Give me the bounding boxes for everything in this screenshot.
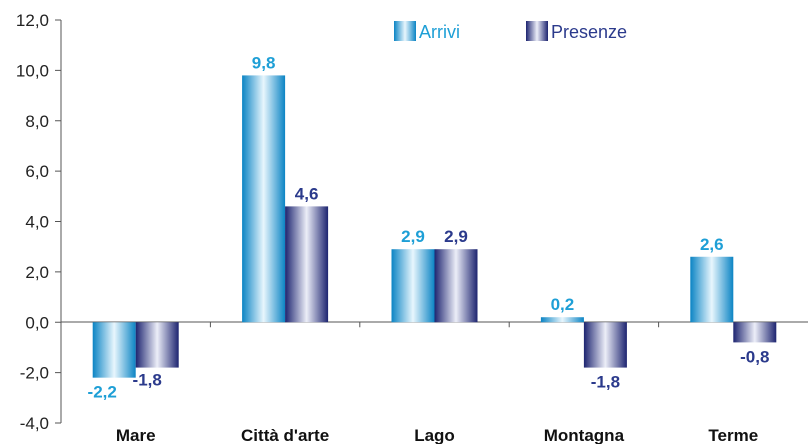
bar-presenze-1 (135, 322, 179, 368)
bar-presenze-2 (285, 206, 329, 323)
x-category-label: Lago (414, 426, 455, 444)
data-label-presenze-3: 2,9 (444, 227, 468, 246)
y-tick-label: 6,0 (25, 162, 49, 181)
bar-presenze-4 (583, 322, 627, 368)
bar-arrivi-4 (540, 317, 584, 323)
legend-label-arrivi: Arrivi (419, 22, 460, 42)
data-label-arrivi-4: 0,2 (551, 295, 575, 314)
data-label-presenze-4: -1,8 (591, 373, 620, 392)
x-category-label: Terme (708, 426, 758, 444)
x-category-label: Montagna (544, 426, 625, 444)
bars (92, 75, 777, 378)
y-axis-ticks: -4,0 -2,0 0,0 2,0 4,0 6,0 8,0 10,0 12,0 (16, 11, 61, 433)
y-tick-label: 12,0 (16, 11, 49, 30)
bar-arrivi-5 (690, 256, 734, 323)
data-label-arrivi-2: 9,8 (252, 53, 276, 72)
data-label-arrivi-1: -2,2 (88, 383, 117, 402)
data-label-presenze-1: -1,8 (133, 371, 162, 390)
y-tick-label: 4,0 (25, 213, 49, 232)
data-labels: -2,2 -1,8 9,8 4,6 2,9 2,9 0,2 -1,8 2,6 -0,8 (88, 53, 770, 401)
legend-swatch-arrivi (394, 21, 416, 41)
legend: Arrivi Presenze (394, 21, 627, 42)
data-label-arrivi-3: 2,9 (401, 227, 425, 246)
x-category-label: Città d'arte (241, 426, 329, 444)
x-category-label: Mare (116, 426, 156, 444)
bar-arrivi-3 (391, 249, 435, 323)
bar-arrivi-1 (92, 322, 136, 378)
y-tick-label: -4,0 (20, 414, 49, 433)
x-axis-ticks (209, 322, 660, 328)
y-tick-label: 8,0 (25, 112, 49, 131)
bar-presenze-3 (434, 249, 478, 323)
y-tick-label: -2,0 (20, 364, 49, 383)
legend-swatch-presenze (526, 21, 548, 41)
data-label-presenze-2: 4,6 (295, 184, 319, 203)
y-tick-label: 0,0 (25, 313, 49, 332)
category-labels: Mare Città d'arte Lago Montagna Terme (116, 426, 758, 444)
y-tick-label: 2,0 (25, 263, 49, 282)
data-label-arrivi-5: 2,6 (700, 235, 724, 254)
bar-presenze-5 (733, 322, 777, 343)
bar-arrivi-2 (242, 75, 286, 323)
y-tick-label: 10,0 (16, 61, 49, 80)
legend-label-presenze: Presenze (551, 22, 627, 42)
data-label-presenze-5: -0,8 (740, 347, 769, 366)
